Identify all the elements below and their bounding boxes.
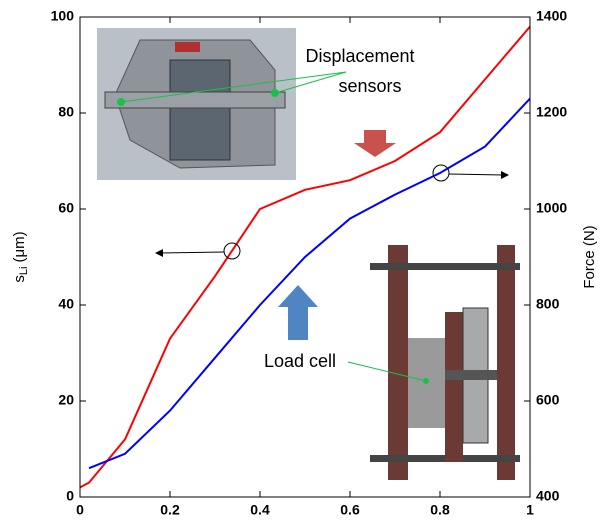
axis-arrow-head — [155, 249, 163, 257]
annotation: Displacement — [305, 46, 414, 66]
y-tick-label: 20 — [58, 392, 74, 408]
y-tick-label: 0 — [66, 488, 74, 504]
red-arrow — [354, 130, 396, 157]
y2-tick-label: 1400 — [536, 8, 567, 24]
y2-tick-label: 800 — [536, 296, 560, 312]
y-label-sub: Li — [18, 267, 30, 276]
y2-tick-label: 1000 — [536, 200, 567, 216]
x-tick-label: 0.4 — [250, 502, 270, 518]
y2-axis-label: Force (N) — [581, 225, 598, 288]
x-tick-label: 0.8 — [430, 502, 450, 518]
y2-tick-label: 400 — [536, 488, 560, 504]
load-cell-picture — [370, 245, 520, 480]
axis-arrow — [449, 174, 503, 175]
y-tick-label: 40 — [58, 296, 74, 312]
y-tick-label: 100 — [51, 8, 75, 24]
sensor-picture — [97, 28, 296, 180]
y-label-unit: (μm) — [11, 231, 28, 262]
y-tick-label: 60 — [58, 200, 74, 216]
annotation: Load cell — [264, 351, 336, 371]
y-label-main: s — [11, 275, 28, 283]
x-tick-label: 0 — [76, 502, 84, 518]
chart: Displacement sensors Load cell sLi (μm) F… — [0, 0, 602, 521]
pointer-dot — [423, 378, 429, 384]
page: Displacement sensors Load cell sLi (μm) F… — [0, 0, 602, 521]
blue-arrow — [278, 285, 318, 340]
x-tick-label: 0.2 — [160, 502, 180, 518]
y-axis-label: sLi (μm) — [11, 231, 30, 282]
y2-tick-label: 1200 — [536, 104, 567, 120]
annotation: sensors — [338, 76, 401, 96]
y-tick-label: 80 — [58, 104, 74, 120]
x-tick-label: 0.6 — [340, 502, 360, 518]
axis-arrow — [160, 252, 224, 253]
x-tick-label: 1 — [526, 502, 534, 518]
y2-tick-label: 600 — [536, 392, 560, 408]
axis-arrow-head — [501, 171, 509, 179]
